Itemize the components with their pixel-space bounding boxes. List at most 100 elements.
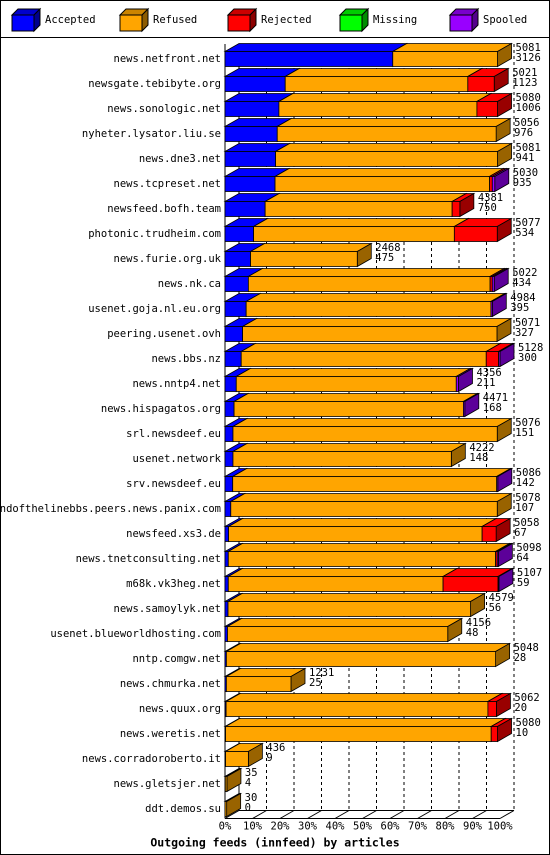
x-tick-label: 90% (463, 821, 483, 833)
y-tick-label: peering.usenet.ovh (107, 328, 221, 340)
bar (247, 276, 491, 292)
bar-top (252, 218, 470, 227)
accepted-label: 59 (517, 577, 530, 589)
total-label: 5058 (514, 517, 539, 529)
bar (232, 451, 452, 467)
legend-label: Rejected (261, 14, 312, 26)
total-label: 5022 (512, 267, 537, 279)
bar (276, 126, 497, 142)
total-label: 30 (245, 792, 258, 804)
legend-label: Accepted (45, 14, 96, 26)
bar (227, 576, 444, 592)
bar-top (246, 268, 506, 277)
bar (481, 526, 497, 542)
y-tick-label: news.chmurka.net (120, 678, 221, 690)
bar-top (274, 143, 514, 152)
bar (455, 376, 459, 392)
bar (487, 701, 497, 717)
x-tick-label: 100% (487, 821, 513, 833)
bar-top (224, 693, 504, 702)
y-tick-label: news.nk.ca (158, 278, 221, 290)
bar-top (231, 468, 513, 477)
total-label: 2468 (375, 242, 400, 254)
legend-label: Missing (373, 14, 417, 26)
bar-top (225, 618, 464, 627)
x-tick-label: 40% (326, 821, 346, 833)
accepted-label: 148 (469, 452, 488, 464)
accepted-label: 67 (514, 527, 527, 539)
bar (232, 426, 498, 442)
bar (245, 301, 492, 317)
legend-swatch (11, 14, 35, 32)
total-label: 5076 (515, 417, 540, 429)
total-label: 4156 (466, 617, 491, 629)
bar (496, 476, 499, 492)
bar (228, 526, 483, 542)
y-tick-label: photonic.trudheim.com (88, 228, 221, 240)
y-tick-label: news.tnetconsulting.net (76, 553, 221, 565)
total-label: 5080 (516, 717, 541, 729)
y-tick-label: news.nntp4.net (132, 378, 221, 390)
bar (463, 401, 466, 417)
y-tick-label: ddt.demos.su (145, 803, 221, 815)
bar (451, 201, 461, 217)
bar-top (249, 243, 373, 252)
y-tick-label: usenet.goja.nl.eu.org (88, 303, 221, 315)
bar (250, 251, 358, 267)
legend-swatch (227, 14, 251, 32)
y-tick-label: nntp.comgw.net (132, 653, 221, 665)
y-tick-label: srv.newsdeef.eu (126, 478, 221, 490)
accepted-label: 151 (515, 427, 534, 439)
bar (224, 776, 228, 792)
y-tick-label: news.dne3.net (139, 153, 221, 165)
bar (496, 551, 499, 567)
bar (224, 126, 278, 142)
accepted-label: 20 (514, 702, 527, 714)
total-label: 5077 (515, 217, 540, 229)
total-label: 5062 (514, 692, 539, 704)
total-label: 35 (245, 767, 258, 779)
bar-top (241, 318, 513, 327)
bar-top (277, 93, 493, 102)
accepted-label: 28 (514, 652, 527, 664)
accepted-label: 64 (516, 552, 529, 564)
accepted-label: 56 (489, 602, 502, 614)
total-label: 4984 (510, 292, 535, 304)
x-tick-label: 60% (381, 821, 401, 833)
bar (392, 51, 498, 67)
bar (227, 626, 449, 642)
total-label: 5128 (518, 342, 543, 354)
total-label: 4579 (489, 592, 514, 604)
bar (225, 701, 489, 717)
y-tick-label: news.samoylyk.net (114, 603, 221, 615)
total-label: 5078 (515, 492, 540, 504)
bar (240, 351, 487, 367)
y-tick-label: srl.newsdeef.eu (126, 428, 221, 440)
bar-top (231, 443, 467, 452)
bar (235, 376, 457, 392)
legend-label: Refused (153, 14, 197, 26)
accepted-label: 10 (516, 727, 529, 739)
bar (224, 401, 235, 417)
accepted-label: 750 (478, 202, 497, 214)
bar-top (227, 518, 498, 527)
bar (490, 301, 493, 317)
bar (224, 251, 251, 267)
x-tick-label: 30% (298, 821, 318, 833)
bar (442, 576, 499, 592)
bar (224, 551, 229, 567)
bar (490, 726, 498, 742)
bar (227, 601, 471, 617)
bar (224, 326, 244, 342)
bar-top (239, 343, 502, 352)
x-tick (417, 810, 432, 819)
y-tick-label: news.hispagatos.org (101, 403, 221, 415)
bar (224, 276, 249, 292)
bar (224, 451, 234, 467)
total-label: 4381 (478, 192, 503, 204)
bar-top (223, 43, 409, 52)
accepted-label: 168 (483, 402, 502, 414)
y-tick-label: news.tcpreset.net (114, 178, 221, 190)
y-tick-label: news.bbs.nz (151, 353, 221, 365)
